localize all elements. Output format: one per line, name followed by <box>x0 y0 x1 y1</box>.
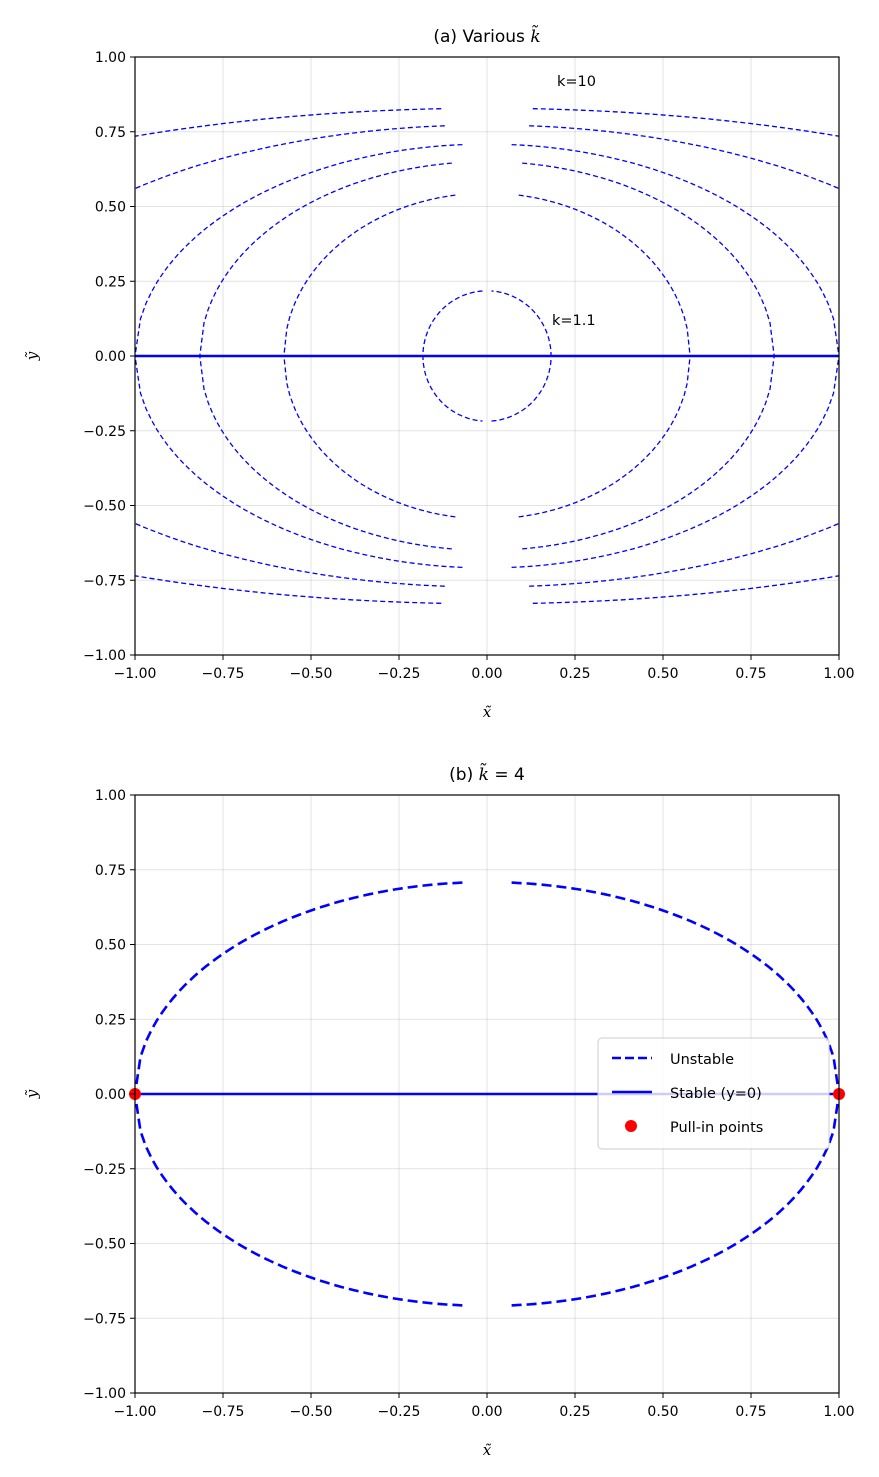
curve-k1-1-branch <box>422 290 483 422</box>
legend-pullin-label: Pull-in points <box>670 1120 763 1136</box>
curve-branch <box>134 108 442 137</box>
panel-b-ytick-label: 0.00 <box>95 1087 126 1103</box>
panel-a-ytick-label: −1.00 <box>83 648 126 664</box>
legend: Unstable Stable (y=0) Pull-in points <box>597 1037 830 1150</box>
panel-b-ticks: −1.00 −0.75 −0.50 −0.25 0.00 0.25 0.50 0.75 1.00… <box>83 788 854 1420</box>
curve-branch <box>529 125 840 190</box>
panel-b-xtick-label: 0.25 <box>559 1404 590 1420</box>
panel-b-ytick-label: 1.00 <box>95 788 126 804</box>
panel-a-ytick-label: −0.50 <box>83 499 126 515</box>
panel-a-ylabel: ỹ <box>23 351 41 361</box>
curve-branch <box>283 355 456 518</box>
panel-a-xtick-label: −1.00 <box>114 666 157 682</box>
panel-a-xtick-label: 0.50 <box>647 666 678 682</box>
panel-a-xtick-label: 0.75 <box>735 666 766 682</box>
panel-a-xtick-label: 0.00 <box>471 666 502 682</box>
curve-k1-1-branch <box>491 290 552 422</box>
panel-b-xtick-label: −1.00 <box>114 1404 157 1420</box>
curve-branch <box>522 162 775 357</box>
panel-b-ytick-label: −0.75 <box>83 1311 126 1327</box>
panel-b-xtick-label: 0.75 <box>735 1404 766 1420</box>
curve-branch <box>529 522 840 587</box>
annotation-k10: k=10 <box>557 74 596 90</box>
panel-a-ytick-label: 0.25 <box>95 274 126 290</box>
curve-branch <box>134 355 463 569</box>
panel-b-ytick-label: 0.50 <box>95 938 126 954</box>
panel-a-ytick-label: −0.75 <box>83 573 126 589</box>
curve-branch <box>518 355 691 518</box>
panel-a-curves <box>134 108 840 604</box>
panel-a-xlabel: x̃ <box>483 703 492 721</box>
panel-a-xtick-label: −0.75 <box>202 666 245 682</box>
curve-branch <box>134 575 442 604</box>
curve-branch <box>522 355 775 550</box>
curve-branch <box>532 575 840 604</box>
panel-b-ytick-label: −1.00 <box>83 1386 126 1402</box>
panel-a-ytick-label: 0.50 <box>95 200 126 216</box>
legend-stable-label: Stable (y=0) <box>670 1086 762 1102</box>
panel-b-title: (b) k̃ = 4 <box>449 763 525 785</box>
panel-b-ytick-label: −0.25 <box>83 1162 126 1178</box>
panel-b-ytick-label: 0.25 <box>95 1012 126 1028</box>
panel-a-ytick-label: −0.25 <box>83 424 126 440</box>
panel-a-ytick-label: 1.00 <box>95 50 126 66</box>
unstable-branch <box>511 881 841 1095</box>
panel-b-xtick-label: 0.50 <box>647 1404 678 1420</box>
legend-unstable-label: Unstable <box>670 1052 734 1068</box>
panel-a-title: (a) Various k̃ <box>433 25 540 47</box>
panel-a-ticks: −1.00 −0.75 −0.50 −0.25 0.00 0.25 0.50 0.75 1.00… <box>83 50 854 682</box>
panel-b-ytick-label: 0.75 <box>95 863 126 879</box>
panel-b-xlabel: x̃ <box>483 1441 492 1459</box>
curve-branch <box>532 108 840 137</box>
panel-b-ylabel: ỹ <box>23 1089 41 1099</box>
curve-branch <box>134 522 445 587</box>
panel-a-xtick-label: −0.25 <box>378 666 421 682</box>
panel-a-xtick-label: 0.25 <box>559 666 590 682</box>
annotation-k1-1: k=1.1 <box>552 313 596 329</box>
curve-branch <box>134 143 463 357</box>
panel-a: −1.00 −0.75 −0.50 −0.25 0.00 0.25 0.50 0.75 1.00… <box>23 25 855 721</box>
legend-box <box>597 1037 830 1150</box>
curve-branch <box>283 194 456 357</box>
unstable-branch <box>511 1093 841 1307</box>
panel-b-xtick-label: −0.50 <box>290 1404 333 1420</box>
panel-a-ytick-label: 0.75 <box>95 125 126 141</box>
panel-a-ytick-label: 0.00 <box>95 349 126 365</box>
panel-b-xtick-label: 0.00 <box>471 1404 502 1420</box>
legend-pullin-swatch <box>625 1120 637 1132</box>
curve-branch <box>199 355 452 550</box>
unstable-branch <box>133 1093 463 1307</box>
panel-a-xtick-label: 1.00 <box>823 666 854 682</box>
panel-b: −1.00 −0.75 −0.50 −0.25 0.00 0.25 0.50 0.75 1.00… <box>23 763 855 1459</box>
curve-branch <box>518 194 691 357</box>
panel-a-xtick-label: −0.50 <box>290 666 333 682</box>
curve-branch <box>511 355 840 569</box>
curve-branch <box>134 125 445 190</box>
curve-branch <box>199 162 452 357</box>
panel-b-xtick-label: −0.75 <box>202 1404 245 1420</box>
panel-b-xtick-label: 1.00 <box>823 1404 854 1420</box>
panel-b-ytick-label: −0.50 <box>83 1237 126 1253</box>
panel-b-xtick-label: −0.25 <box>378 1404 421 1420</box>
unstable-branch <box>133 881 463 1095</box>
